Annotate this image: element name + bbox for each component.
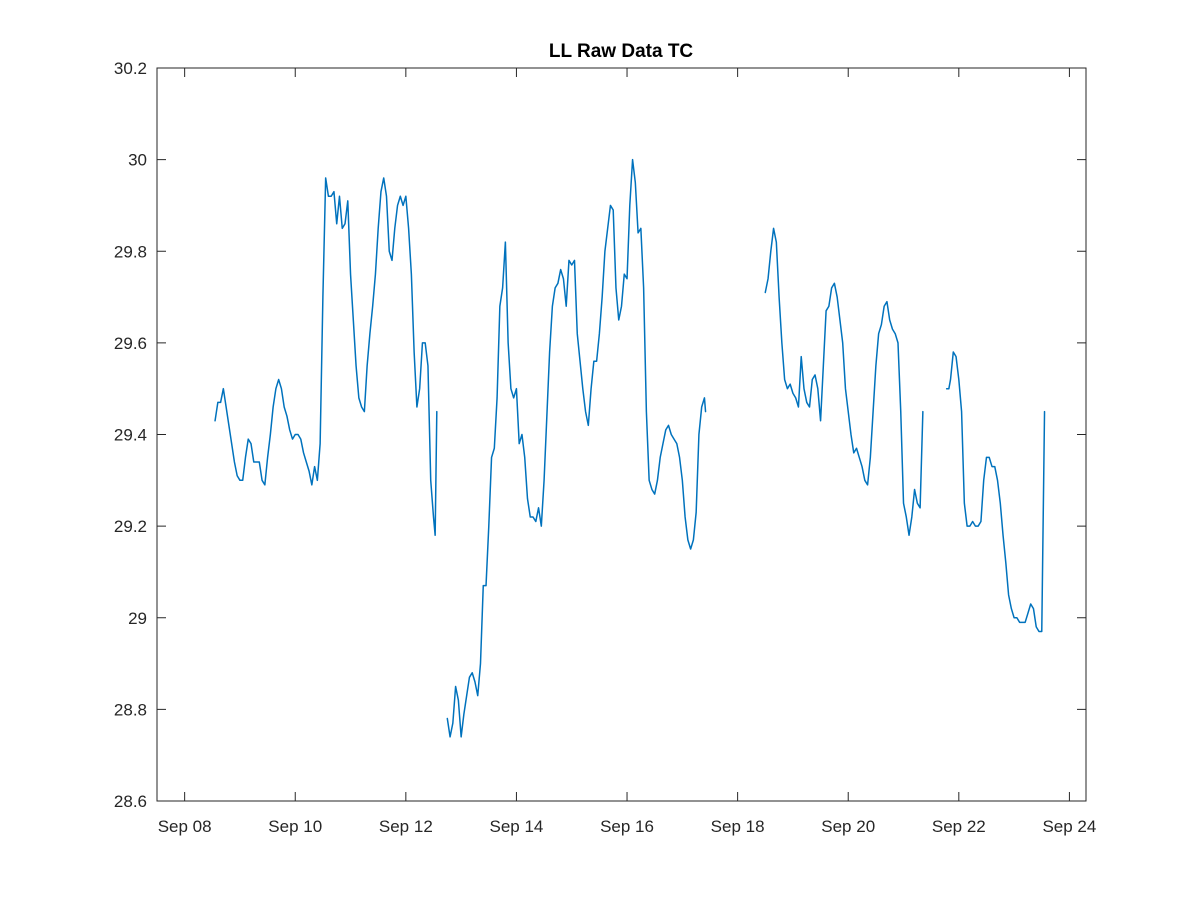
y-tick-label: 30.2	[114, 59, 147, 78]
x-tick-label: Sep 16	[600, 817, 654, 836]
series-line-segment	[945, 351, 1046, 633]
x-tick-label: Sep 12	[379, 817, 433, 836]
x-tick-label: Sep 14	[489, 817, 543, 836]
plot-background	[157, 68, 1086, 801]
y-tick-label: 30	[128, 151, 147, 170]
x-tick-label: Sep 18	[711, 817, 765, 836]
x-tick-label: Sep 08	[158, 817, 212, 836]
y-tick-label: 29.4	[114, 426, 147, 445]
plot-area	[157, 68, 1086, 801]
y-tick-label: 29.8	[114, 242, 147, 261]
x-axis-ticks: Sep 08 Sep 10 Sep 12 Sep 14 Sep 16 Sep 18 Sep …	[158, 68, 1096, 836]
x-tick-label: Sep 20	[821, 817, 875, 836]
chart-title: LL Raw Data TC	[549, 41, 694, 62]
x-tick-label: Sep 22	[932, 817, 986, 836]
y-tick-label: 28.6	[114, 792, 147, 811]
series-line-segment	[446, 158, 707, 738]
x-tick-label: Sep 24	[1042, 817, 1096, 836]
y-tick-label: 29	[128, 609, 147, 628]
series-layer	[214, 158, 1046, 738]
y-tick-label: 28.8	[114, 700, 147, 719]
y-tick-label: 29.2	[114, 517, 147, 536]
y-axis-ticks: 28.6 28.8 29 29.2 29.4 29.6 29.8 30 30.2	[114, 59, 1086, 811]
x-tick-label: Sep 10	[268, 817, 322, 836]
series-line-segment	[214, 177, 438, 537]
series-line-segment	[764, 227, 924, 537]
y-tick-label: 29.6	[114, 334, 147, 353]
